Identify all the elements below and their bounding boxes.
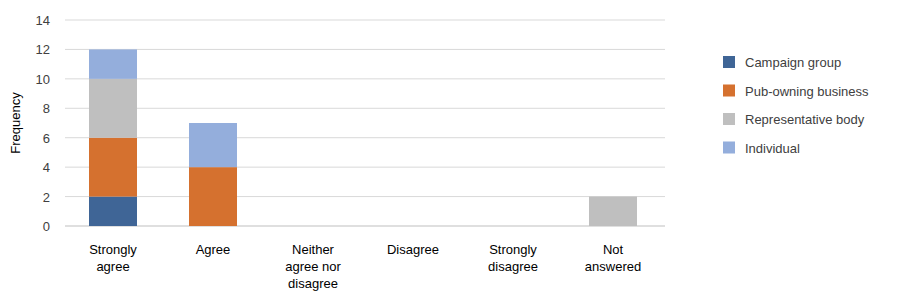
bar-segment bbox=[89, 49, 137, 78]
legend-label: Representative body bbox=[745, 112, 865, 127]
bar-segment bbox=[289, 226, 337, 227]
grid-line bbox=[65, 49, 665, 50]
x-tick-label: Strongly agree bbox=[89, 242, 137, 274]
grid-line bbox=[65, 78, 665, 79]
bar-segment bbox=[489, 226, 537, 227]
x-tick-label-line: disagree bbox=[288, 276, 338, 291]
x-tick-label-line: Strongly bbox=[89, 242, 137, 257]
x-tick-label-line: Disagree bbox=[387, 242, 439, 257]
y-axis-label: Frequency bbox=[8, 92, 23, 154]
grid-line bbox=[65, 196, 665, 197]
bar-segment bbox=[189, 123, 237, 167]
x-tick-label-line: answered bbox=[585, 259, 641, 274]
x-tick-label-line: Not bbox=[603, 242, 624, 257]
x-tick-label-line: agree nor bbox=[285, 259, 341, 274]
bars bbox=[89, 49, 637, 226]
legend-swatch bbox=[723, 142, 735, 154]
bar-segment bbox=[589, 196, 637, 197]
x-tick-label: Neither agree nor disagree bbox=[285, 242, 341, 291]
x-tick-label: Strongly disagree bbox=[488, 242, 538, 274]
legend-swatch bbox=[723, 113, 735, 125]
bar-segment bbox=[389, 226, 437, 227]
bar-segment bbox=[589, 197, 637, 226]
x-tick-label-line: agree bbox=[96, 259, 129, 274]
legend-swatch bbox=[723, 85, 735, 97]
bar-segment bbox=[89, 138, 137, 197]
y-tick-label: 14 bbox=[36, 13, 50, 28]
bar-segment bbox=[389, 226, 437, 227]
bar-segment bbox=[289, 226, 337, 227]
x-tick-label-line: Neither bbox=[292, 242, 335, 257]
legend-label: Individual bbox=[745, 141, 800, 156]
y-tick-label: 2 bbox=[43, 190, 50, 205]
grid-line bbox=[65, 226, 665, 227]
x-tick-label: Not answered bbox=[585, 242, 641, 274]
grid-line bbox=[65, 167, 665, 168]
x-tick-label-line: Strongly bbox=[489, 242, 537, 257]
grid-line bbox=[65, 137, 665, 138]
y-tick-label: 6 bbox=[43, 131, 50, 146]
x-tick-label-line: Agree bbox=[196, 242, 231, 257]
legend-swatch bbox=[723, 56, 735, 68]
chart: 0 2 4 6 8 10 12 14 Frequency Strongly agree Agree Ne… bbox=[0, 0, 910, 308]
legend-label: Pub-owning business bbox=[745, 84, 869, 99]
x-tick-label: Disagree bbox=[387, 242, 439, 257]
bar-segment bbox=[89, 197, 137, 226]
bar-segment bbox=[489, 226, 537, 227]
bar-segment bbox=[389, 226, 437, 227]
grid-line bbox=[65, 108, 665, 109]
y-tick-label: 10 bbox=[36, 72, 50, 87]
bar-segment bbox=[289, 226, 337, 227]
legend-label: Campaign group bbox=[745, 55, 841, 70]
bar-segment bbox=[489, 226, 537, 227]
bar-segment bbox=[89, 79, 137, 138]
bar-segment bbox=[389, 226, 437, 227]
x-tick-label-line: disagree bbox=[488, 259, 538, 274]
y-tick-label: 12 bbox=[36, 42, 50, 57]
grid-line bbox=[65, 20, 665, 21]
bar-segment bbox=[189, 167, 237, 226]
bar-segment bbox=[289, 226, 337, 227]
x-tick-label: Agree bbox=[196, 242, 231, 257]
y-tick-label: 4 bbox=[43, 160, 50, 175]
bar-segment bbox=[489, 226, 537, 227]
y-tick-label: 0 bbox=[43, 219, 50, 234]
y-tick-label: 8 bbox=[43, 101, 50, 116]
